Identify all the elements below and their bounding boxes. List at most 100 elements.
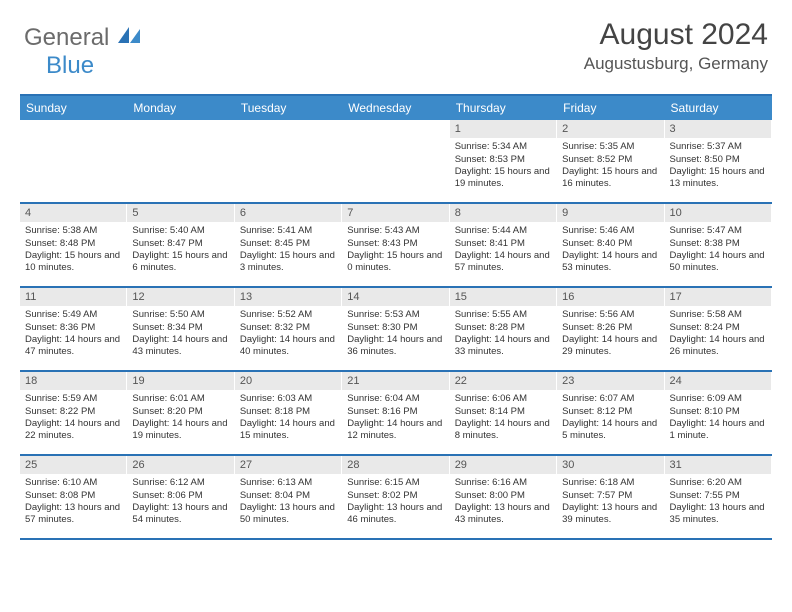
dow-wednesday: Wednesday	[342, 96, 449, 120]
calendar-cell: 10Sunrise: 5:47 AMSunset: 8:38 PMDayligh…	[665, 204, 772, 286]
calendar-week: 18Sunrise: 5:59 AMSunset: 8:22 PMDayligh…	[20, 372, 772, 456]
calendar-cell: 12Sunrise: 5:50 AMSunset: 8:34 PMDayligh…	[127, 288, 234, 370]
calendar-cell	[127, 120, 234, 202]
sunset-line: Sunset: 8:00 PM	[455, 490, 551, 502]
daylight-line: Daylight: 13 hours and 39 minutes.	[562, 502, 658, 527]
daylight-line: Daylight: 14 hours and 43 minutes.	[132, 334, 228, 359]
sunrise-line: Sunrise: 6:18 AM	[562, 477, 658, 489]
calendar-cell: 22Sunrise: 6:06 AMSunset: 8:14 PMDayligh…	[450, 372, 557, 454]
sunset-line: Sunset: 8:08 PM	[25, 490, 121, 502]
daylight-line: Daylight: 15 hours and 13 minutes.	[670, 166, 766, 191]
calendar-cell: 4Sunrise: 5:38 AMSunset: 8:48 PMDaylight…	[20, 204, 127, 286]
daylight-line: Daylight: 15 hours and 10 minutes.	[25, 250, 121, 275]
sunrise-line: Sunrise: 6:15 AM	[347, 477, 443, 489]
calendar-cell	[20, 120, 127, 202]
sunset-line: Sunset: 8:22 PM	[25, 406, 121, 418]
logo: General Blue	[24, 24, 140, 80]
daylight-line: Daylight: 14 hours and 47 minutes.	[25, 334, 121, 359]
calendar-cell: 14Sunrise: 5:53 AMSunset: 8:30 PMDayligh…	[342, 288, 449, 370]
logo-text-blue: Blue	[46, 52, 94, 79]
calendar-cell: 3Sunrise: 5:37 AMSunset: 8:50 PMDaylight…	[665, 120, 772, 202]
day-number: 31	[665, 456, 771, 474]
day-details: Sunrise: 5:44 AMSunset: 8:41 PMDaylight:…	[450, 222, 556, 278]
sunrise-line: Sunrise: 6:09 AM	[670, 393, 766, 405]
sunrise-line: Sunrise: 5:59 AM	[25, 393, 121, 405]
day-number: 5	[127, 204, 233, 222]
sunrise-line: Sunrise: 6:03 AM	[240, 393, 336, 405]
daylight-line: Daylight: 14 hours and 5 minutes.	[562, 418, 658, 443]
daylight-line: Daylight: 15 hours and 6 minutes.	[132, 250, 228, 275]
day-number: 17	[665, 288, 771, 306]
daylight-line: Daylight: 14 hours and 29 minutes.	[562, 334, 658, 359]
day-number: 14	[342, 288, 448, 306]
calendar-cell: 9Sunrise: 5:46 AMSunset: 8:40 PMDaylight…	[557, 204, 664, 286]
daylight-line: Daylight: 14 hours and 22 minutes.	[25, 418, 121, 443]
day-number: 8	[450, 204, 556, 222]
sunset-line: Sunset: 8:36 PM	[25, 322, 121, 334]
day-details: Sunrise: 5:46 AMSunset: 8:40 PMDaylight:…	[557, 222, 663, 278]
day-number: 12	[127, 288, 233, 306]
sunset-line: Sunset: 8:38 PM	[670, 238, 766, 250]
day-number: 16	[557, 288, 663, 306]
calendar-week: 25Sunrise: 6:10 AMSunset: 8:08 PMDayligh…	[20, 456, 772, 540]
day-details: Sunrise: 5:34 AMSunset: 8:53 PMDaylight:…	[450, 138, 556, 194]
daylight-line: Daylight: 14 hours and 57 minutes.	[455, 250, 551, 275]
sunset-line: Sunset: 8:28 PM	[455, 322, 551, 334]
day-details: Sunrise: 6:20 AMSunset: 7:55 PMDaylight:…	[665, 474, 771, 530]
calendar-cell	[235, 120, 342, 202]
day-number: 26	[127, 456, 233, 474]
sunset-line: Sunset: 8:53 PM	[455, 154, 551, 166]
calendar-cell: 5Sunrise: 5:40 AMSunset: 8:47 PMDaylight…	[127, 204, 234, 286]
daylight-line: Daylight: 14 hours and 1 minute.	[670, 418, 766, 443]
dow-sunday: Sunday	[20, 96, 127, 120]
sunset-line: Sunset: 8:43 PM	[347, 238, 443, 250]
sunrise-line: Sunrise: 5:44 AM	[455, 225, 551, 237]
sunset-line: Sunset: 8:48 PM	[25, 238, 121, 250]
sunset-line: Sunset: 8:06 PM	[132, 490, 228, 502]
location: Augustusburg, Germany	[584, 54, 768, 74]
day-number: 19	[127, 372, 233, 390]
month-title: August 2024	[584, 18, 768, 52]
daylight-line: Daylight: 14 hours and 12 minutes.	[347, 418, 443, 443]
sunset-line: Sunset: 8:04 PM	[240, 490, 336, 502]
day-details: Sunrise: 5:50 AMSunset: 8:34 PMDaylight:…	[127, 306, 233, 362]
calendar-cell: 24Sunrise: 6:09 AMSunset: 8:10 PMDayligh…	[665, 372, 772, 454]
day-details: Sunrise: 5:47 AMSunset: 8:38 PMDaylight:…	[665, 222, 771, 278]
sunset-line: Sunset: 8:26 PM	[562, 322, 658, 334]
sunrise-line: Sunrise: 5:35 AM	[562, 141, 658, 153]
day-details: Sunrise: 5:38 AMSunset: 8:48 PMDaylight:…	[20, 222, 126, 278]
sunrise-line: Sunrise: 5:56 AM	[562, 309, 658, 321]
daylight-line: Daylight: 14 hours and 33 minutes.	[455, 334, 551, 359]
daylight-line: Daylight: 14 hours and 15 minutes.	[240, 418, 336, 443]
day-details: Sunrise: 6:03 AMSunset: 8:18 PMDaylight:…	[235, 390, 341, 446]
day-details: Sunrise: 6:13 AMSunset: 8:04 PMDaylight:…	[235, 474, 341, 530]
sunset-line: Sunset: 8:32 PM	[240, 322, 336, 334]
daylight-line: Daylight: 13 hours and 50 minutes.	[240, 502, 336, 527]
calendar-cell: 18Sunrise: 5:59 AMSunset: 8:22 PMDayligh…	[20, 372, 127, 454]
daylight-line: Daylight: 14 hours and 19 minutes.	[132, 418, 228, 443]
day-number: 22	[450, 372, 556, 390]
day-details: Sunrise: 6:16 AMSunset: 8:00 PMDaylight:…	[450, 474, 556, 530]
logo-sail-icon	[118, 24, 140, 52]
calendar-cell: 19Sunrise: 6:01 AMSunset: 8:20 PMDayligh…	[127, 372, 234, 454]
sunrise-line: Sunrise: 6:06 AM	[455, 393, 551, 405]
day-number: 13	[235, 288, 341, 306]
calendar-cell: 6Sunrise: 5:41 AMSunset: 8:45 PMDaylight…	[235, 204, 342, 286]
calendar-cell: 16 Sunrise: 5:56 AMSunset: 8:26 PMDayligh…	[557, 288, 664, 370]
calendar-cell: 20Sunrise: 6:03 AMSunset: 8:18 PMDayligh…	[235, 372, 342, 454]
sunrise-line: Sunrise: 5:55 AM	[455, 309, 551, 321]
daylight-line: Daylight: 15 hours and 16 minutes.	[562, 166, 658, 191]
day-number: 9	[557, 204, 663, 222]
sunrise-line: Sunrise: 5:49 AM	[25, 309, 121, 321]
calendar-cell: 29Sunrise: 6:16 AMSunset: 8:00 PMDayligh…	[450, 456, 557, 538]
dow-monday: Monday	[127, 96, 234, 120]
day-details: Sunrise: 6:10 AMSunset: 8:08 PMDaylight:…	[20, 474, 126, 530]
day-number: 10	[665, 204, 771, 222]
calendar-cell: 30Sunrise: 6:18 AMSunset: 7:57 PMDayligh…	[557, 456, 664, 538]
day-number: 21	[342, 372, 448, 390]
sunrise-line: Sunrise: 5:41 AM	[240, 225, 336, 237]
sunset-line: Sunset: 8:50 PM	[670, 154, 766, 166]
day-number: 2	[557, 120, 663, 138]
calendar-cell: 25Sunrise: 6:10 AMSunset: 8:08 PMDayligh…	[20, 456, 127, 538]
day-number: 6	[235, 204, 341, 222]
